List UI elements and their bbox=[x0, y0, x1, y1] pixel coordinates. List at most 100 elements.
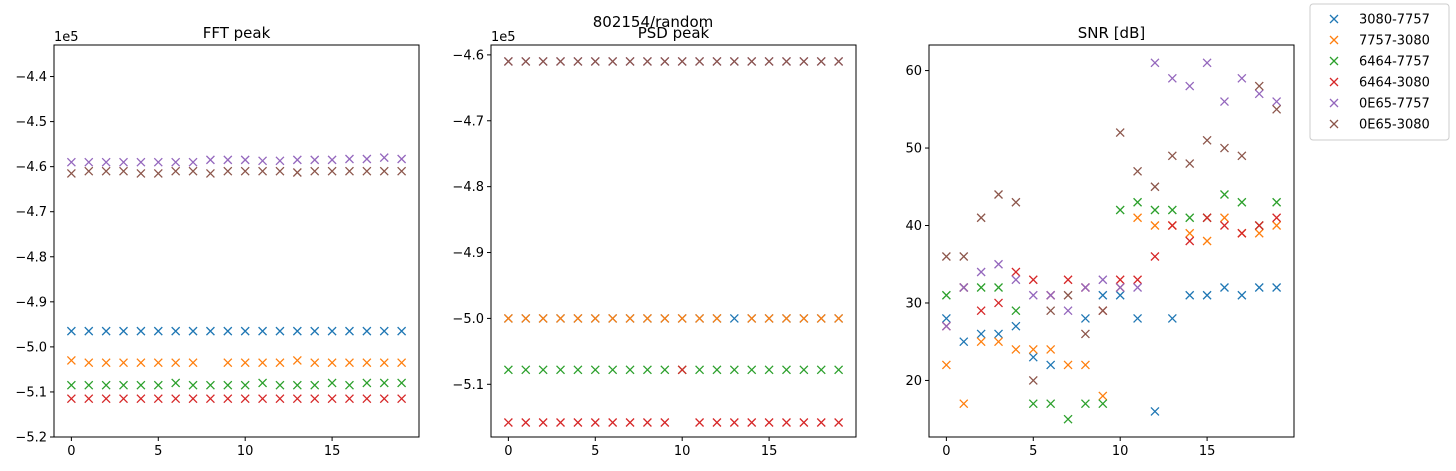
axes-frame bbox=[490, 44, 857, 438]
data-point bbox=[1133, 197, 1143, 207]
data-point bbox=[1220, 143, 1229, 153]
data-point bbox=[1028, 352, 1038, 362]
data-point bbox=[1046, 306, 1056, 316]
data-point bbox=[327, 378, 337, 388]
data-point bbox=[188, 326, 198, 336]
data-point bbox=[695, 313, 705, 323]
data-point bbox=[345, 394, 354, 404]
data-point bbox=[1133, 166, 1143, 176]
legend-marker bbox=[1329, 119, 1339, 129]
data-point bbox=[188, 157, 198, 167]
data-point bbox=[397, 378, 407, 388]
x-tick-label: 0 bbox=[942, 444, 950, 459]
data-point bbox=[712, 313, 722, 323]
data-point bbox=[782, 313, 791, 323]
data-point bbox=[642, 418, 652, 427]
series-0E65-3080 bbox=[66, 166, 407, 178]
data-point bbox=[275, 380, 285, 390]
data-point bbox=[834, 418, 844, 427]
data-point bbox=[782, 57, 791, 66]
data-point bbox=[625, 57, 635, 66]
data-point bbox=[240, 380, 250, 390]
data-point bbox=[1167, 221, 1177, 230]
legend-item: 0E65-7757 bbox=[1329, 97, 1430, 112]
data-point bbox=[188, 166, 198, 176]
data-point bbox=[959, 399, 969, 409]
data-point bbox=[1272, 213, 1282, 223]
data-point bbox=[538, 365, 548, 375]
legend-item: 6464-3080 bbox=[1329, 76, 1430, 91]
series-6464-3080 bbox=[66, 394, 407, 404]
data-point bbox=[1011, 344, 1021, 354]
data-point bbox=[1098, 399, 1108, 409]
data-point bbox=[994, 329, 1003, 339]
data-point bbox=[136, 358, 146, 368]
data-point bbox=[310, 155, 320, 165]
data-point bbox=[171, 394, 181, 404]
data-point bbox=[941, 314, 951, 323]
data-point bbox=[310, 358, 320, 368]
data-point bbox=[362, 358, 372, 368]
y-tick-label: −4.9 bbox=[452, 246, 484, 261]
data-point bbox=[66, 394, 76, 404]
data-point bbox=[258, 378, 268, 388]
data-point bbox=[1185, 159, 1195, 168]
y-tick-label: −4.8 bbox=[15, 250, 47, 265]
data-point bbox=[1133, 283, 1143, 292]
data-point bbox=[625, 313, 635, 323]
legend-label: 7757-3080 bbox=[1359, 34, 1430, 49]
data-point bbox=[1133, 275, 1143, 285]
x-tick-label: 15 bbox=[324, 444, 341, 459]
data-point bbox=[292, 326, 302, 336]
data-point bbox=[84, 157, 94, 167]
data-point bbox=[1046, 290, 1056, 300]
axes-container: FFT peak 1e5 0 5 10 15 −5.2 −5.1 −5.0 −4.9 −4.8 −4.… bbox=[15, 24, 1295, 459]
data-point bbox=[959, 337, 969, 347]
data-point bbox=[1254, 81, 1264, 91]
data-point bbox=[782, 365, 791, 375]
data-point bbox=[1254, 228, 1264, 238]
data-point bbox=[994, 337, 1003, 347]
data-point bbox=[1080, 329, 1090, 339]
data-point bbox=[136, 326, 146, 336]
data-point bbox=[1011, 267, 1021, 277]
data-point bbox=[275, 394, 285, 404]
legend-frame bbox=[1309, 3, 1450, 141]
data-point bbox=[205, 155, 215, 165]
y-tick-label: −4.7 bbox=[452, 114, 484, 129]
data-point bbox=[712, 418, 722, 427]
data-point bbox=[171, 358, 181, 368]
data-point bbox=[223, 155, 233, 165]
data-point bbox=[747, 365, 757, 375]
data-point bbox=[1237, 290, 1247, 300]
data-point bbox=[834, 313, 844, 323]
data-point bbox=[292, 380, 302, 390]
data-point bbox=[1220, 190, 1229, 199]
data-point bbox=[816, 418, 826, 427]
x-tick-label: 15 bbox=[1199, 444, 1216, 459]
data-point bbox=[379, 394, 389, 404]
data-point bbox=[223, 380, 233, 390]
series-0E65-7757 bbox=[66, 153, 407, 167]
data-point bbox=[136, 157, 146, 167]
x-tick-label: 5 bbox=[591, 444, 599, 459]
legend-item: 0E65-3080 bbox=[1329, 118, 1430, 133]
data-point bbox=[240, 166, 250, 176]
y-tick-label: −5.1 bbox=[452, 378, 484, 393]
data-point bbox=[764, 313, 774, 323]
data-point bbox=[1063, 360, 1073, 370]
data-point bbox=[345, 154, 354, 164]
legend-item: 6464-7757 bbox=[1329, 55, 1430, 70]
data-point bbox=[503, 418, 513, 427]
data-point bbox=[258, 326, 268, 336]
data-point bbox=[119, 166, 128, 176]
data-point bbox=[84, 394, 94, 404]
data-point bbox=[1202, 135, 1212, 145]
data-point bbox=[240, 394, 250, 404]
data-point bbox=[660, 418, 670, 427]
data-point bbox=[1150, 406, 1160, 416]
axis-offset-label: 1e5 bbox=[54, 30, 79, 45]
data-point bbox=[223, 394, 233, 404]
data-point bbox=[84, 326, 94, 336]
data-point bbox=[292, 155, 302, 165]
